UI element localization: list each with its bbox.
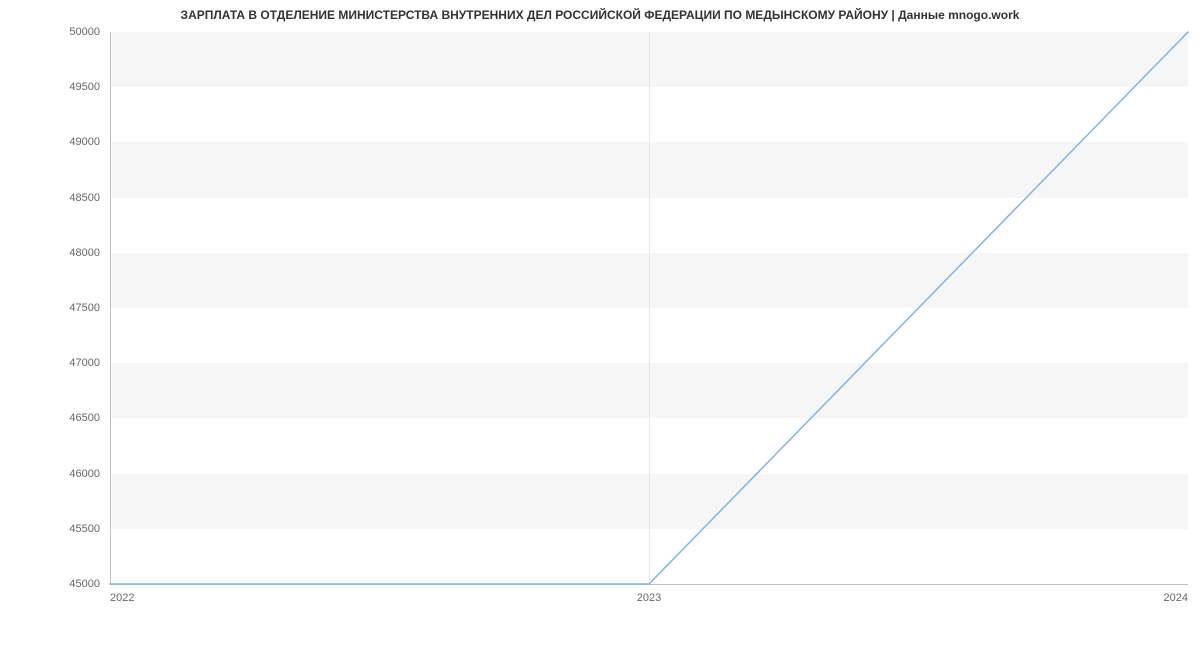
y-tick-label: 48500 bbox=[69, 192, 100, 204]
series-line-salary bbox=[110, 32, 1188, 584]
y-tick-label: 46500 bbox=[69, 412, 100, 424]
x-tick-label: 2024 bbox=[1164, 592, 1188, 604]
y-tick-label: 45000 bbox=[69, 578, 100, 590]
x-tick-label: 2022 bbox=[110, 592, 134, 604]
y-tick-label: 46000 bbox=[69, 468, 100, 480]
y-tick-label: 47500 bbox=[69, 302, 100, 314]
line-layer bbox=[110, 32, 1188, 584]
y-tick-label: 50000 bbox=[69, 26, 100, 38]
y-tick-label: 47000 bbox=[69, 357, 100, 369]
y-tick-label: 49000 bbox=[69, 136, 100, 148]
y-tick-label: 48000 bbox=[69, 247, 100, 259]
salary-chart: ЗАРПЛАТА В ОТДЕЛЕНИЕ МИНИСТЕРСТВА ВНУТРЕ… bbox=[0, 0, 1200, 650]
y-tick-label: 49500 bbox=[69, 81, 100, 93]
x-tick-label: 2023 bbox=[637, 592, 661, 604]
plot-area: 4500045500460004650047000475004800048500… bbox=[110, 32, 1188, 584]
chart-title: ЗАРПЛАТА В ОТДЕЛЕНИЕ МИНИСТЕРСТВА ВНУТРЕ… bbox=[0, 8, 1200, 22]
y-tick-label: 45500 bbox=[69, 523, 100, 535]
